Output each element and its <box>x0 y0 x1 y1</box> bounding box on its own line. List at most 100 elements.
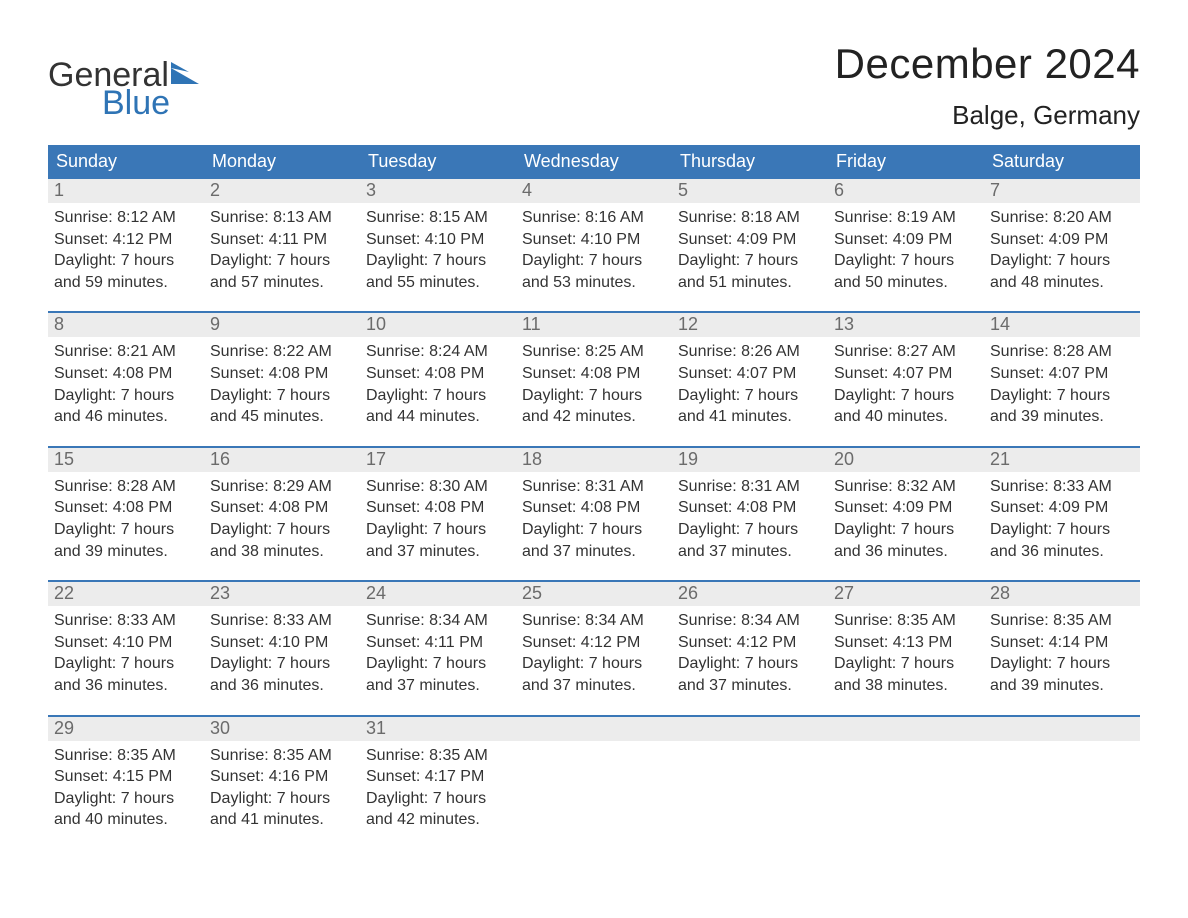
sunrise-line: Sunrise: 8:31 AM <box>522 476 666 498</box>
sunrise-line: Sunrise: 8:29 AM <box>210 476 354 498</box>
daylight-line: Daylight: 7 hours and 36 minutes. <box>990 519 1134 562</box>
day-body: Sunrise: 8:30 AMSunset: 4:08 PMDaylight:… <box>360 472 516 562</box>
day-body: Sunrise: 8:16 AMSunset: 4:10 PMDaylight:… <box>516 203 672 293</box>
day-number: 13 <box>828 313 984 337</box>
day-number: 23 <box>204 582 360 606</box>
title-block: December 2024 Balge, Germany <box>835 40 1140 131</box>
day-body: Sunrise: 8:20 AMSunset: 4:09 PMDaylight:… <box>984 203 1140 293</box>
sunrise-line: Sunrise: 8:12 AM <box>54 207 198 229</box>
calendar-day <box>984 717 1140 849</box>
calendar-day: 24Sunrise: 8:34 AMSunset: 4:11 PMDayligh… <box>360 582 516 714</box>
daylight-line: Daylight: 7 hours and 42 minutes. <box>522 385 666 428</box>
sunset-line: Sunset: 4:07 PM <box>678 363 822 385</box>
sunset-line: Sunset: 4:15 PM <box>54 766 198 788</box>
sunrise-line: Sunrise: 8:31 AM <box>678 476 822 498</box>
calendar-day: 11Sunrise: 8:25 AMSunset: 4:08 PMDayligh… <box>516 313 672 445</box>
daylight-line: Daylight: 7 hours and 37 minutes. <box>366 653 510 696</box>
sunrise-line: Sunrise: 8:35 AM <box>834 610 978 632</box>
dow-cell: Sunday <box>48 145 204 179</box>
sunset-line: Sunset: 4:08 PM <box>678 497 822 519</box>
sunrise-line: Sunrise: 8:27 AM <box>834 341 978 363</box>
calendar-week: 15Sunrise: 8:28 AMSunset: 4:08 PMDayligh… <box>48 446 1140 580</box>
day-number: 17 <box>360 448 516 472</box>
dow-cell: Thursday <box>672 145 828 179</box>
day-number: 1 <box>48 179 204 203</box>
sunset-line: Sunset: 4:09 PM <box>834 229 978 251</box>
calendar-day: 4Sunrise: 8:16 AMSunset: 4:10 PMDaylight… <box>516 179 672 311</box>
day-body: Sunrise: 8:31 AMSunset: 4:08 PMDaylight:… <box>516 472 672 562</box>
day-body: Sunrise: 8:31 AMSunset: 4:08 PMDaylight:… <box>672 472 828 562</box>
sunrise-line: Sunrise: 8:24 AM <box>366 341 510 363</box>
sunset-line: Sunset: 4:07 PM <box>990 363 1134 385</box>
day-number: 22 <box>48 582 204 606</box>
daylight-line: Daylight: 7 hours and 37 minutes. <box>522 519 666 562</box>
day-number: 21 <box>984 448 1140 472</box>
sunset-line: Sunset: 4:09 PM <box>678 229 822 251</box>
daylight-line: Daylight: 7 hours and 44 minutes. <box>366 385 510 428</box>
day-number: 19 <box>672 448 828 472</box>
day-body: Sunrise: 8:35 AMSunset: 4:14 PMDaylight:… <box>984 606 1140 696</box>
sunrise-line: Sunrise: 8:34 AM <box>522 610 666 632</box>
daylight-line: Daylight: 7 hours and 37 minutes. <box>678 653 822 696</box>
sunset-line: Sunset: 4:08 PM <box>366 497 510 519</box>
sunset-line: Sunset: 4:09 PM <box>990 497 1134 519</box>
calendar-day: 8Sunrise: 8:21 AMSunset: 4:08 PMDaylight… <box>48 313 204 445</box>
daylight-line: Daylight: 7 hours and 42 minutes. <box>366 788 510 831</box>
day-body: Sunrise: 8:29 AMSunset: 4:08 PMDaylight:… <box>204 472 360 562</box>
daylight-line: Daylight: 7 hours and 39 minutes. <box>990 653 1134 696</box>
sunrise-line: Sunrise: 8:35 AM <box>366 745 510 767</box>
sunrise-line: Sunrise: 8:35 AM <box>210 745 354 767</box>
day-number: 31 <box>360 717 516 741</box>
sunrise-line: Sunrise: 8:28 AM <box>54 476 198 498</box>
day-body: Sunrise: 8:33 AMSunset: 4:10 PMDaylight:… <box>48 606 204 696</box>
calendar-week: 22Sunrise: 8:33 AMSunset: 4:10 PMDayligh… <box>48 580 1140 714</box>
calendar-day <box>672 717 828 849</box>
calendar-day: 25Sunrise: 8:34 AMSunset: 4:12 PMDayligh… <box>516 582 672 714</box>
sunrise-line: Sunrise: 8:13 AM <box>210 207 354 229</box>
sunrise-line: Sunrise: 8:28 AM <box>990 341 1134 363</box>
sunrise-line: Sunrise: 8:25 AM <box>522 341 666 363</box>
sunset-line: Sunset: 4:17 PM <box>366 766 510 788</box>
sunset-line: Sunset: 4:09 PM <box>834 497 978 519</box>
calendar-day: 21Sunrise: 8:33 AMSunset: 4:09 PMDayligh… <box>984 448 1140 580</box>
calendar-day: 6Sunrise: 8:19 AMSunset: 4:09 PMDaylight… <box>828 179 984 311</box>
sunset-line: Sunset: 4:12 PM <box>54 229 198 251</box>
calendar-week: 29Sunrise: 8:35 AMSunset: 4:15 PMDayligh… <box>48 715 1140 849</box>
day-body: Sunrise: 8:28 AMSunset: 4:07 PMDaylight:… <box>984 337 1140 427</box>
daylight-line: Daylight: 7 hours and 50 minutes. <box>834 250 978 293</box>
day-number <box>984 717 1140 741</box>
sunrise-line: Sunrise: 8:30 AM <box>366 476 510 498</box>
day-number: 4 <box>516 179 672 203</box>
day-body: Sunrise: 8:33 AMSunset: 4:10 PMDaylight:… <box>204 606 360 696</box>
calendar-day: 23Sunrise: 8:33 AMSunset: 4:10 PMDayligh… <box>204 582 360 714</box>
daylight-line: Daylight: 7 hours and 41 minutes. <box>210 788 354 831</box>
sunset-line: Sunset: 4:08 PM <box>522 363 666 385</box>
flag-icon <box>171 62 201 88</box>
daylight-line: Daylight: 7 hours and 40 minutes. <box>834 385 978 428</box>
day-body: Sunrise: 8:28 AMSunset: 4:08 PMDaylight:… <box>48 472 204 562</box>
calendar: SundayMondayTuesdayWednesdayThursdayFrid… <box>48 145 1140 849</box>
sunset-line: Sunset: 4:10 PM <box>54 632 198 654</box>
calendar-day: 26Sunrise: 8:34 AMSunset: 4:12 PMDayligh… <box>672 582 828 714</box>
page-title: December 2024 <box>835 40 1140 88</box>
sunrise-line: Sunrise: 8:33 AM <box>54 610 198 632</box>
dow-cell: Friday <box>828 145 984 179</box>
daylight-line: Daylight: 7 hours and 37 minutes. <box>678 519 822 562</box>
sunset-line: Sunset: 4:16 PM <box>210 766 354 788</box>
day-number: 24 <box>360 582 516 606</box>
day-body: Sunrise: 8:19 AMSunset: 4:09 PMDaylight:… <box>828 203 984 293</box>
daylight-line: Daylight: 7 hours and 53 minutes. <box>522 250 666 293</box>
day-number: 10 <box>360 313 516 337</box>
calendar-day: 18Sunrise: 8:31 AMSunset: 4:08 PMDayligh… <box>516 448 672 580</box>
daylight-line: Daylight: 7 hours and 37 minutes. <box>366 519 510 562</box>
sunset-line: Sunset: 4:14 PM <box>990 632 1134 654</box>
day-body: Sunrise: 8:33 AMSunset: 4:09 PMDaylight:… <box>984 472 1140 562</box>
day-body: Sunrise: 8:15 AMSunset: 4:10 PMDaylight:… <box>360 203 516 293</box>
sunset-line: Sunset: 4:08 PM <box>54 497 198 519</box>
calendar-day: 10Sunrise: 8:24 AMSunset: 4:08 PMDayligh… <box>360 313 516 445</box>
logo-text-blue: Blue <box>102 86 201 120</box>
sunrise-line: Sunrise: 8:19 AM <box>834 207 978 229</box>
sunrise-line: Sunrise: 8:34 AM <box>678 610 822 632</box>
daylight-line: Daylight: 7 hours and 59 minutes. <box>54 250 198 293</box>
sunset-line: Sunset: 4:08 PM <box>210 497 354 519</box>
